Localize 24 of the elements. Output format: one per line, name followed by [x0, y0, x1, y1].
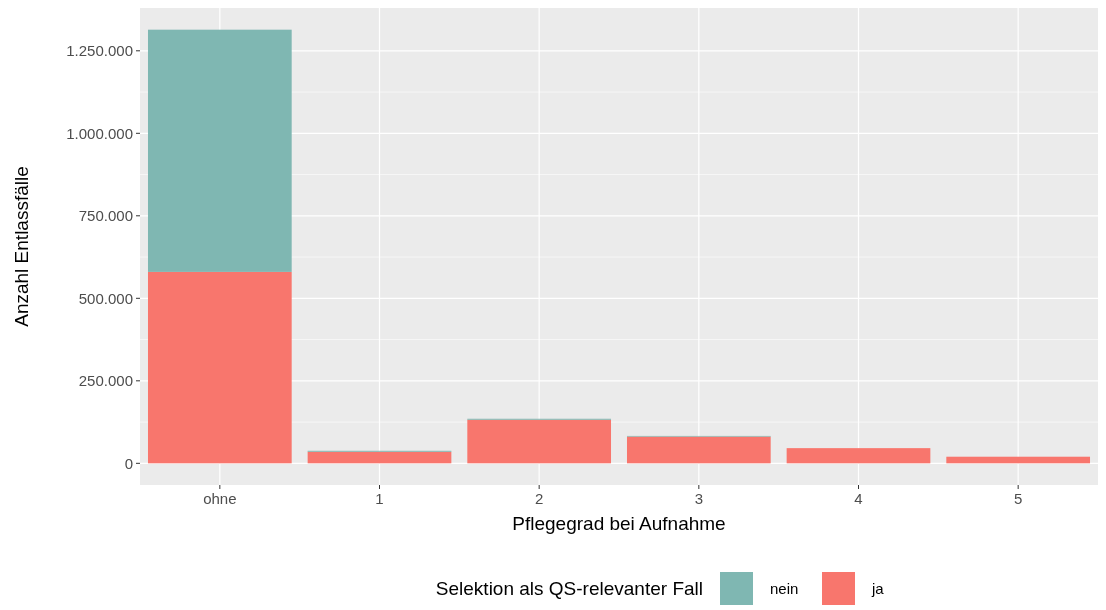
bar	[946, 456, 1091, 464]
legend-label: nein	[770, 580, 799, 598]
bar	[786, 448, 931, 464]
y-tick-label: 1.250.000	[66, 42, 133, 60]
legend-title: Selektion als QS-relevanter Fall	[435, 577, 703, 599]
y-tick-label: 500.000	[78, 289, 133, 307]
x-tick-label: ohne	[203, 490, 237, 507]
bar	[147, 271, 292, 464]
y-tick-label: 250.000	[78, 372, 133, 390]
bar	[147, 29, 292, 272]
x-tick-label: 1	[375, 490, 384, 507]
bar	[467, 419, 612, 464]
x-tick-label: 3	[694, 490, 704, 507]
x-tick-label: 4	[854, 490, 863, 507]
bar	[307, 451, 452, 464]
x-axis-title: Pflegegrad bei Aufnahme	[512, 513, 726, 534]
x-tick-label: 5	[1013, 490, 1023, 507]
legend-label: ja	[871, 580, 885, 598]
y-axis-title: Anzahl Entlassfälle	[11, 166, 32, 327]
y-tick-label: 1.000.000	[66, 124, 133, 142]
x-tick-label: 2	[534, 490, 544, 507]
bar	[626, 436, 771, 464]
y-tick-label: 750.000	[78, 207, 133, 225]
y-tick-label: 0	[124, 454, 133, 472]
